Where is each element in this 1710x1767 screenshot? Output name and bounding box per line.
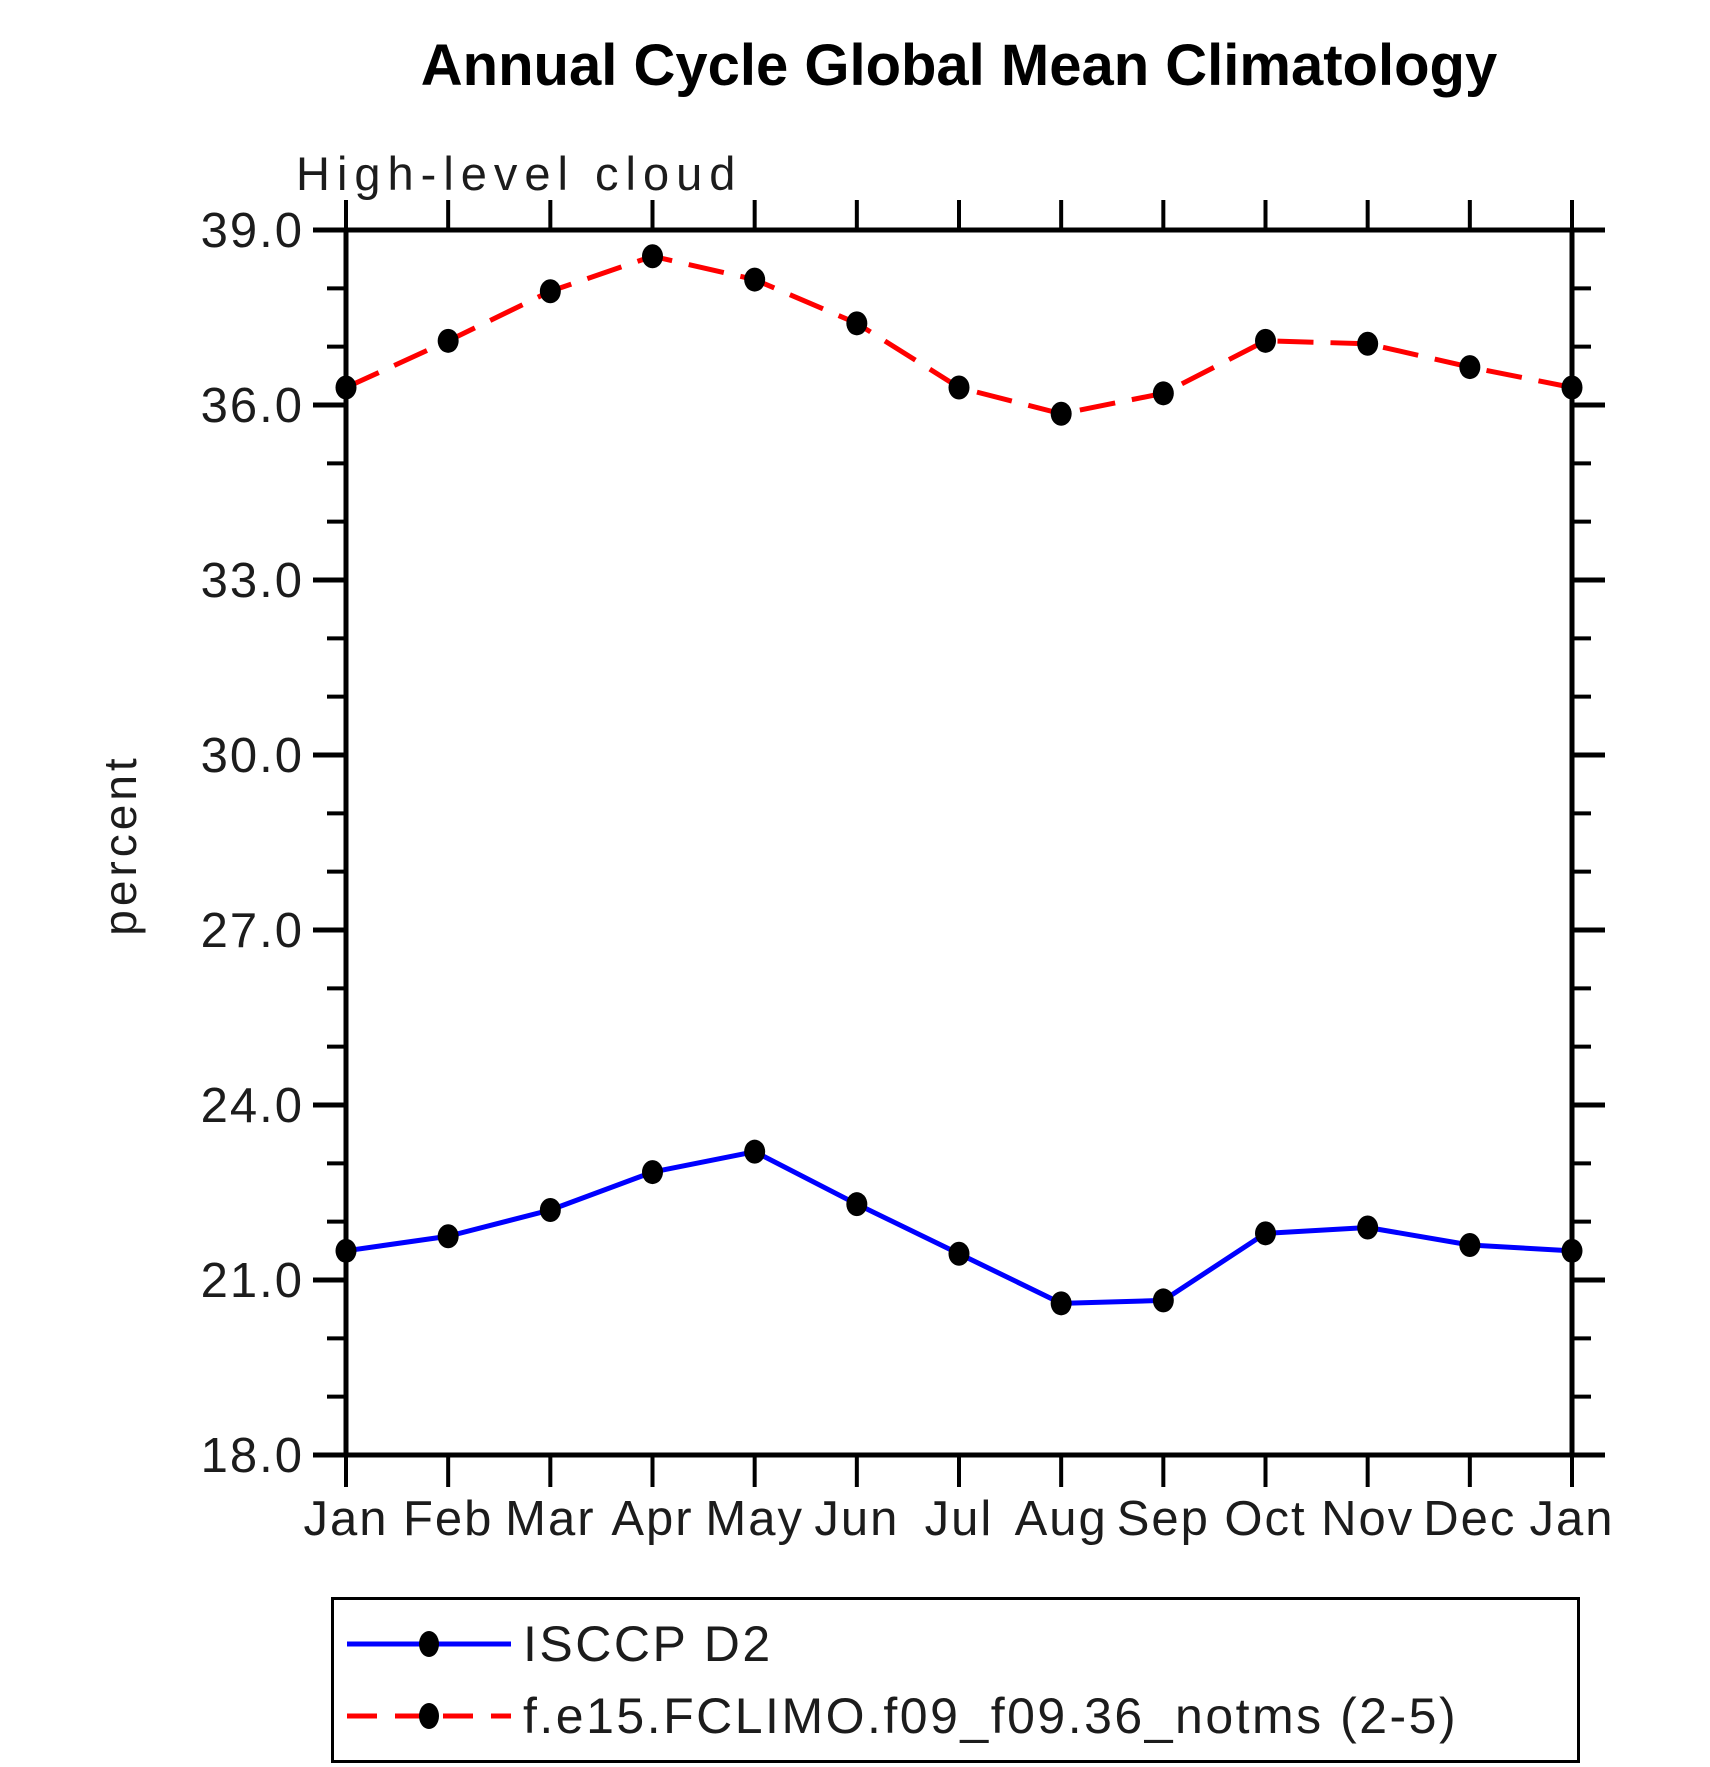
y-tick-label: 36.0 (201, 379, 304, 433)
series-0-marker-dot (846, 1192, 868, 1217)
series-1-marker-dot (744, 267, 766, 292)
series-0-marker-dot (437, 1224, 459, 1249)
x-tick-label: Nov (1321, 1492, 1414, 1546)
legend-marker-dot-icon (419, 1630, 439, 1657)
series-1-marker-dot (1050, 401, 1072, 426)
chart-title: Annual Cycle Global Mean Climatology (420, 33, 1498, 98)
series-0-marker-dot (744, 1139, 766, 1164)
series-0-marker-dot (642, 1160, 663, 1185)
series-1-marker-dot (539, 279, 561, 304)
series-1-marker-dot (1459, 355, 1481, 380)
y-tick-label: 33.0 (201, 554, 304, 608)
blue-solid-line-sample-icon (347, 1630, 511, 1657)
y-tick-label: 18.0 (201, 1429, 304, 1483)
legend-label-isccp: ISCCP D2 (523, 1615, 773, 1672)
x-tick-label: Jun (814, 1492, 899, 1546)
x-tick-label: Jan (303, 1492, 388, 1546)
series-0-marker-dot (1152, 1288, 1174, 1313)
series-1-marker-dot (335, 375, 357, 400)
series-1-marker-dot (642, 244, 663, 269)
series-0-marker-dot (1050, 1291, 1072, 1316)
x-tick-label: Apr (611, 1492, 693, 1546)
legend-label-model: f.e15.FCLIMO.f09_f09.36_notms (2-5) (523, 1688, 1459, 1745)
series-0-marker-dot (1459, 1233, 1481, 1257)
y-tick-label: 39.0 (201, 204, 304, 258)
x-tick-label: Aug (1015, 1492, 1108, 1546)
chart-subtitle: High-level cloud (296, 147, 743, 200)
x-tick-label: Sep (1117, 1492, 1210, 1546)
series-line-0 (345, 1149, 1573, 1306)
series-0-marker-dot (948, 1241, 970, 1266)
legend-entry-model: f.e15.FCLIMO.f09_f09.36_notms (2-5) (339, 1687, 1577, 1745)
series-1-marker-dot (846, 311, 868, 336)
x-tick-label: Jan (1529, 1492, 1614, 1546)
series-0-marker-dot (1255, 1221, 1276, 1246)
x-tick-label: Oct (1224, 1492, 1306, 1546)
series-1-marker-dot (1561, 375, 1583, 400)
series-1-marker-dot (1152, 381, 1174, 406)
plot-frame (343, 227, 1575, 1458)
legend-marker-dot-icon (419, 1703, 439, 1730)
y-tick-label: 21.0 (201, 1254, 304, 1308)
x-tick-label: Dec (1423, 1492, 1516, 1546)
y-tick-label: 24.0 (201, 1079, 304, 1133)
series-0-marker-dot (1561, 1238, 1583, 1263)
series-1-marker-dot (1255, 328, 1276, 353)
legend: ISCCP D2 f.e15.FCLIMO.f09_f09.36_notms (… (331, 1597, 1580, 1763)
series-1-marker-dot (437, 328, 459, 353)
red-dashed-line-sample-icon (347, 1703, 511, 1730)
series-0-marker-dot (539, 1198, 561, 1222)
series-1-marker-dot (1357, 331, 1379, 356)
x-tick-label: Mar (505, 1492, 595, 1546)
series-0-marker-dot (1357, 1215, 1379, 1240)
y-tick-label: 30.0 (201, 729, 304, 783)
series-1-marker-dot (948, 375, 970, 400)
legend-entry-isccp: ISCCP D2 (339, 1615, 1577, 1673)
x-tick-label: May (705, 1492, 804, 1546)
x-tick-label: Feb (403, 1492, 493, 1546)
x-tick-label: Jul (925, 1492, 994, 1546)
series-0-marker-dot (335, 1238, 357, 1263)
y-tick-label: 27.0 (201, 904, 304, 958)
